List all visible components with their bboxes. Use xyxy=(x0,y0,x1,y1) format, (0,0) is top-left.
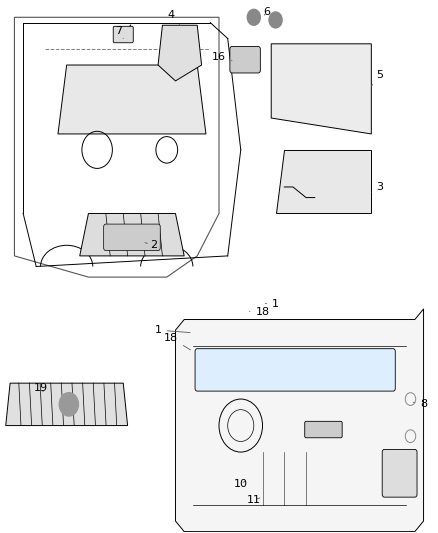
Bar xyxy=(1,309,437,531)
FancyBboxPatch shape xyxy=(382,449,417,497)
Text: 2: 2 xyxy=(145,240,157,251)
Circle shape xyxy=(247,10,260,25)
Text: 19: 19 xyxy=(33,383,48,393)
Text: 6: 6 xyxy=(263,7,270,17)
FancyBboxPatch shape xyxy=(104,224,160,251)
Text: 11: 11 xyxy=(247,495,261,505)
PathPatch shape xyxy=(58,65,206,134)
Text: 18: 18 xyxy=(250,306,269,317)
Text: 3: 3 xyxy=(371,182,384,192)
Text: 1: 1 xyxy=(155,325,190,335)
FancyBboxPatch shape xyxy=(230,46,260,73)
Text: 18: 18 xyxy=(164,333,191,350)
Text: 1: 1 xyxy=(265,298,279,309)
Text: 10: 10 xyxy=(234,479,248,489)
PathPatch shape xyxy=(276,150,371,214)
PathPatch shape xyxy=(6,383,127,425)
Text: 16: 16 xyxy=(212,52,232,62)
FancyBboxPatch shape xyxy=(195,349,395,391)
Circle shape xyxy=(59,393,78,416)
Text: 4: 4 xyxy=(168,10,180,25)
Bar xyxy=(1,2,437,309)
Text: 5: 5 xyxy=(371,70,384,86)
PathPatch shape xyxy=(158,25,201,81)
PathPatch shape xyxy=(176,309,424,531)
PathPatch shape xyxy=(271,44,371,134)
Circle shape xyxy=(269,12,282,28)
Text: 7: 7 xyxy=(115,26,123,38)
PathPatch shape xyxy=(80,214,184,256)
Text: 8: 8 xyxy=(413,399,427,409)
FancyBboxPatch shape xyxy=(305,421,342,438)
FancyBboxPatch shape xyxy=(113,26,133,43)
